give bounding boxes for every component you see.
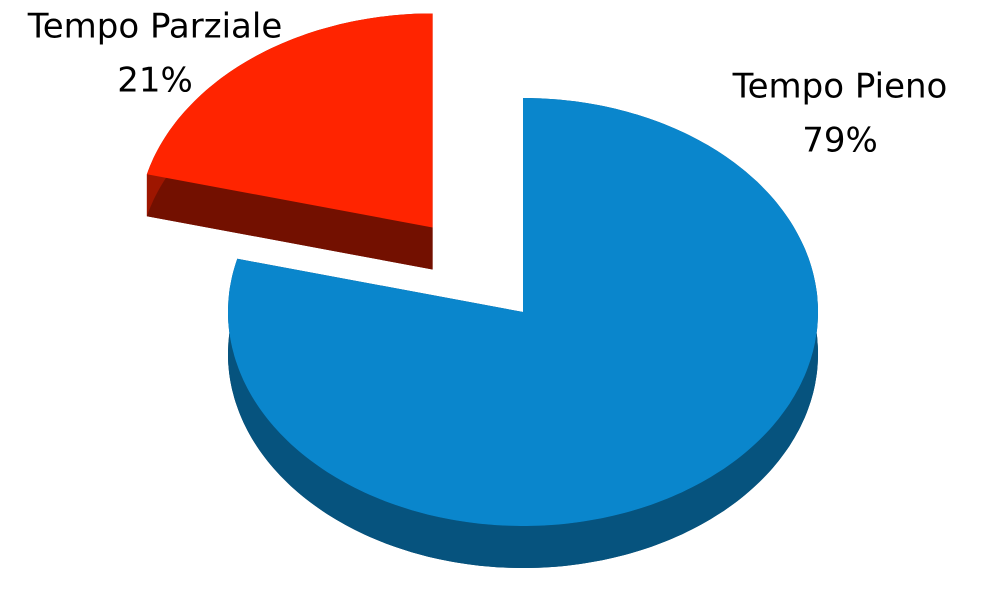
slice-value-label: 21% — [117, 61, 193, 101]
slice-label: Tempo Parziale — [27, 7, 283, 47]
slice-label: Tempo Pieno — [732, 67, 948, 107]
slice-value-label: 79% — [802, 121, 878, 161]
slice-top — [228, 98, 818, 526]
slice — [228, 98, 818, 568]
slice-edge — [146, 174, 433, 270]
slice-top — [146, 13, 433, 228]
slice — [146, 13, 433, 270]
